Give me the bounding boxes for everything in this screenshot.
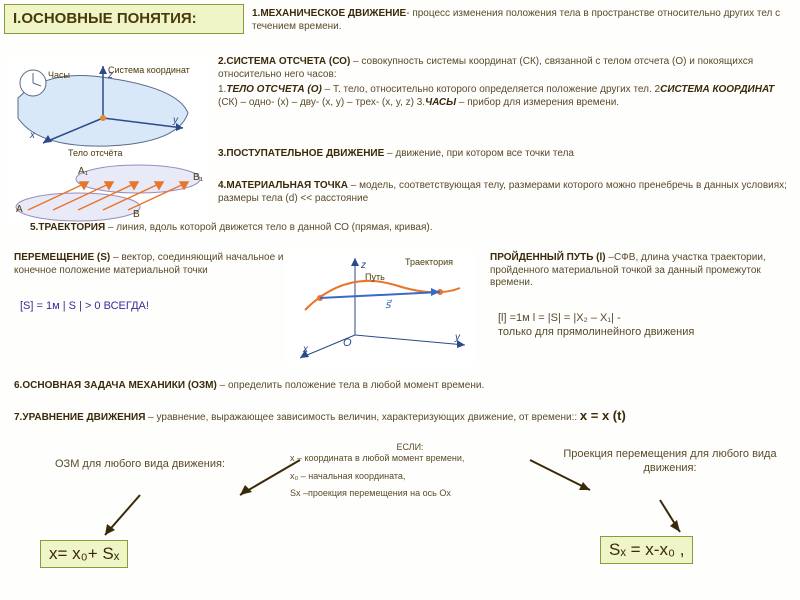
- if-block: ЕСЛИ: x – координата в любой момент врем…: [290, 442, 530, 499]
- svg-text:O: O: [343, 337, 352, 349]
- diagram-translational: A B A₁ B₁: [8, 162, 208, 224]
- def-3: 3.ПОСТУПАТЕЛЬНОЕ ДВИЖЕНИЕ – движение, пр…: [218, 148, 788, 161]
- def-2: 2.СИСТЕМА ОТСЧЕТА (СО) – совокупность си…: [218, 56, 788, 81]
- svg-text:B₁: B₁: [193, 172, 204, 183]
- svg-text:y: y: [454, 332, 461, 343]
- def-7: 7.УРАВНЕНИЕ ДВИЖЕНИЯ – уравнение, выража…: [14, 408, 784, 425]
- path-formula: [l] =1м l = |S| = |X₂ – X₁| - только для…: [498, 312, 788, 340]
- def-4: 4.МАТЕРИАЛЬНАЯ ТОЧКА – модель, соответст…: [218, 180, 788, 205]
- page-title: I.ОСНОВНЫЕ ПОНЯТИЯ:: [13, 10, 197, 27]
- diagram-trajectory: Траектория Путь s⃗ O y x z: [285, 250, 475, 365]
- svg-text:z: z: [107, 70, 113, 81]
- def-1: 1.МЕХАНИЧЕСКОЕ ДВИЖЕНИЕ- процесс изменен…: [252, 8, 788, 33]
- svg-text:s⃗: s⃗: [385, 299, 393, 311]
- svg-text:Траектория: Траектория: [405, 257, 453, 267]
- svg-text:y: y: [172, 115, 179, 126]
- svg-text:x: x: [302, 344, 309, 355]
- diagram-reference-frame: Система координат Часы Тело отсчёта y x …: [8, 58, 208, 158]
- proj-right-formula: Sₓ = x-x₀ ,: [600, 536, 693, 564]
- title-box: I.ОСНОВНЫЕ ПОНЯТИЯ:: [4, 4, 244, 34]
- def-6: 6.ОСНОВНАЯ ЗАДАЧА МЕХАНИКИ (ОЗМ) – опред…: [14, 380, 784, 393]
- def-displacement: ПЕРЕМЕЩЕНИЕ (S) – вектор, соединяющий на…: [14, 252, 284, 277]
- svg-text:A₁: A₁: [78, 166, 89, 177]
- svg-text:B: B: [133, 209, 140, 220]
- svg-text:Система координат: Система координат: [108, 65, 190, 75]
- ozm-left-formula: x= x₀+ Sₓ: [40, 540, 128, 568]
- svg-text:A: A: [16, 204, 23, 215]
- svg-text:Часы: Часы: [48, 70, 70, 80]
- def-path: ПРОЙДЕННЫЙ ПУТЬ (l) –СФВ, длина участка …: [490, 252, 790, 290]
- ozm-left-label: ОЗМ для любого вида движения:: [40, 458, 240, 472]
- def-5: 5.ТРАЕКТОРИЯ – линия, вдоль которой движ…: [30, 222, 770, 235]
- svg-text:z: z: [360, 260, 366, 271]
- svg-text:x: x: [29, 130, 36, 141]
- svg-text:Путь: Путь: [365, 272, 385, 282]
- proj-right-label: Проекция перемещения для любого вида дви…: [560, 448, 780, 476]
- svg-text:Тело отсчёта: Тело отсчёта: [68, 148, 123, 158]
- displacement-formula: [S] = 1м | S | > 0 ВСЕГДА!: [20, 300, 290, 314]
- def-2-sub: 1.ТЕЛО ОТСЧЕТА (О) – Т. тело, относитель…: [218, 84, 788, 109]
